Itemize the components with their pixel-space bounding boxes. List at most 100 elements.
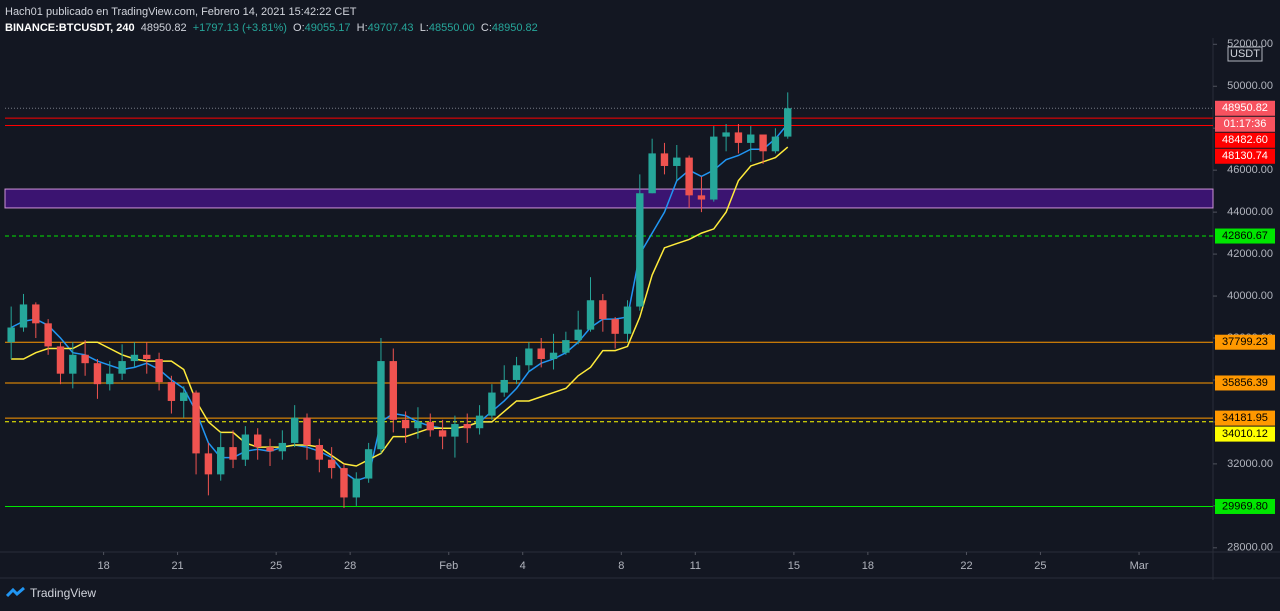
candle-body xyxy=(155,358,163,383)
x-tick-label: 4 xyxy=(520,560,526,572)
x-tick-label: 21 xyxy=(171,560,183,572)
candle-body xyxy=(759,134,767,152)
candle-body xyxy=(438,430,447,437)
candle-body xyxy=(771,136,780,152)
level-label-bg xyxy=(1215,426,1275,442)
candle-body xyxy=(537,348,545,359)
candle-body xyxy=(32,304,40,324)
x-tick-label: 15 xyxy=(788,560,800,572)
o-value: 49055.17 xyxy=(304,22,351,34)
candle-body xyxy=(722,132,730,137)
candle-body xyxy=(512,365,521,380)
candle-body xyxy=(315,445,324,460)
candle-body xyxy=(81,354,89,364)
candle-body xyxy=(56,346,65,374)
candle-body xyxy=(204,453,213,475)
level-label-bg xyxy=(1215,334,1275,350)
candle-body xyxy=(401,419,410,429)
level-label-bg xyxy=(1215,410,1275,426)
zone xyxy=(4,188,1214,209)
candle-body xyxy=(623,306,632,334)
candle-body xyxy=(451,424,459,437)
candle-body xyxy=(463,424,471,429)
level-label: 34010.12 xyxy=(1222,428,1268,440)
candle-body xyxy=(253,434,262,448)
last-price-label: 48950.82 xyxy=(1222,102,1268,114)
candle-body xyxy=(636,193,644,307)
candle-body xyxy=(784,108,792,137)
candle-body xyxy=(180,392,188,401)
countdown: 01:17:36 xyxy=(1224,118,1267,130)
y-tick-label: 50000.00 xyxy=(1227,80,1273,92)
indicator-line xyxy=(11,146,789,467)
candle-body xyxy=(19,304,28,328)
candle-body xyxy=(648,153,656,194)
last-price-label-bg xyxy=(1215,100,1275,116)
candle-body xyxy=(217,447,225,475)
l-value: 48550.00 xyxy=(428,22,475,34)
x-tick-label: 18 xyxy=(97,560,109,572)
candle-body xyxy=(734,132,743,143)
candle-body xyxy=(278,442,287,452)
candle-body xyxy=(525,348,533,366)
candle-body xyxy=(69,354,77,374)
currency: USDT xyxy=(1230,48,1260,60)
c-value: 48950.82 xyxy=(491,22,538,34)
x-tick-label: 22 xyxy=(960,560,972,572)
candle-body xyxy=(710,136,718,200)
candle-body xyxy=(747,134,755,143)
candle-body xyxy=(414,421,422,429)
candle-body xyxy=(426,421,434,431)
last: 48950.82 xyxy=(140,22,187,34)
x-tick-label: 28 xyxy=(344,560,356,572)
candle-body xyxy=(130,354,139,362)
candle-body xyxy=(697,195,706,200)
level-label-bg xyxy=(1215,228,1275,244)
o-label: O: xyxy=(293,22,305,34)
x-tick-label: 25 xyxy=(270,560,282,572)
indicator-line xyxy=(10,123,789,482)
x-tick-label: 11 xyxy=(690,560,701,572)
c-label: C: xyxy=(480,22,492,34)
candle-body xyxy=(364,449,373,479)
level-label: 35856.39 xyxy=(1222,377,1268,389)
candle-body xyxy=(549,352,558,359)
y-tick-label: 28000.00 xyxy=(1227,542,1273,554)
brand: TradingView xyxy=(30,586,97,600)
x-tick-label: 8 xyxy=(618,560,624,572)
change: +1797.13 (+3.81%) xyxy=(192,22,287,34)
candle-body xyxy=(118,361,126,374)
level-label: 29969.80 xyxy=(1222,500,1268,512)
candle-body xyxy=(500,379,508,393)
level-label-bg xyxy=(1215,148,1275,164)
candle-body xyxy=(44,323,52,347)
level-label-bg xyxy=(1215,375,1275,391)
plot-background xyxy=(0,38,1280,611)
level-label-bg xyxy=(1215,132,1275,148)
candle-body xyxy=(685,157,693,196)
x-tick-label: Mar xyxy=(1130,560,1149,572)
l-label: L: xyxy=(419,22,429,34)
candle-body xyxy=(475,415,484,429)
logo xyxy=(6,586,25,598)
candle-body xyxy=(574,329,582,341)
candle-body xyxy=(586,300,595,330)
candle-body xyxy=(389,361,397,420)
candle-body xyxy=(7,327,15,343)
author-line: Hach01 publicado en TradingView.com, Feb… xyxy=(5,6,357,18)
candle-body xyxy=(340,468,348,498)
x-tick-label: 25 xyxy=(1034,560,1046,572)
countdown-bg xyxy=(1215,116,1275,132)
h-label: H: xyxy=(356,22,368,34)
y-tick-label: 40000.00 xyxy=(1227,290,1273,302)
x-tick-label: 18 xyxy=(862,560,874,572)
currency-frame xyxy=(1227,46,1263,62)
header: Hach01 publicado en TradingView.com, Feb… xyxy=(5,4,538,36)
candle-body xyxy=(303,417,311,446)
currency-box: USDT xyxy=(1227,46,1263,62)
footer: TradingView xyxy=(6,586,96,600)
x-tick-label: Feb xyxy=(439,560,458,572)
level-label: 34181.95 xyxy=(1222,412,1268,424)
